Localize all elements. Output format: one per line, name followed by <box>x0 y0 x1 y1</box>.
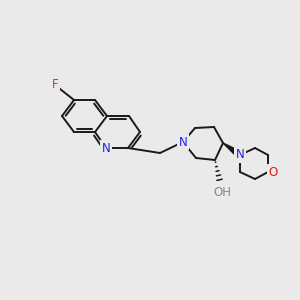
Text: N: N <box>178 136 188 148</box>
Text: N: N <box>102 142 110 154</box>
Text: F: F <box>52 79 58 92</box>
Text: O: O <box>268 166 278 178</box>
Text: OH: OH <box>213 187 231 200</box>
Polygon shape <box>223 143 242 158</box>
Text: N: N <box>236 148 244 161</box>
